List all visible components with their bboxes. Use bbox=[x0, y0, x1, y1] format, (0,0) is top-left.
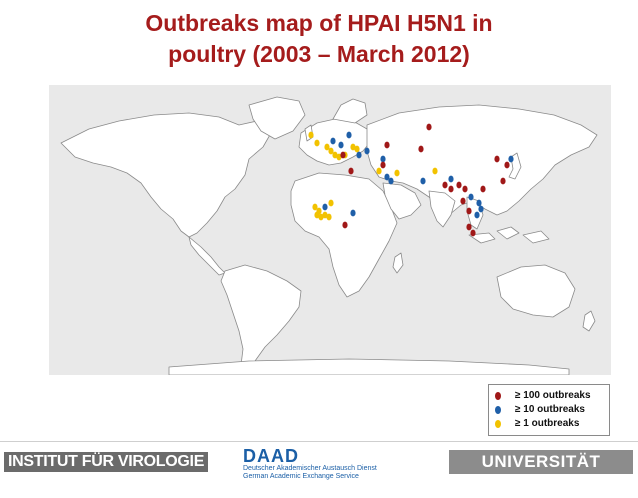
indonesia-landmass-1 bbox=[468, 232, 496, 244]
outbreak-marker-red bbox=[470, 229, 476, 237]
scandinavia-landmass bbox=[332, 98, 368, 124]
outbreak-marker-red bbox=[494, 155, 500, 163]
legend-blue-dot bbox=[495, 406, 501, 414]
indonesia-landmass-2 bbox=[496, 226, 520, 240]
outbreak-marker-blue bbox=[476, 199, 482, 207]
central-america-landmass bbox=[188, 236, 226, 276]
outbreak-marker-blue bbox=[356, 151, 362, 159]
outbreak-marker-yellow bbox=[314, 211, 320, 219]
outbreak-marker-red bbox=[448, 185, 454, 193]
australia-landmass bbox=[496, 264, 576, 318]
outbreak-marker-blue bbox=[350, 209, 356, 217]
university-logo: UNIVERSITÄT LEIPZIG bbox=[449, 450, 633, 495]
outbreak-marker-blue bbox=[338, 141, 344, 149]
new-zealand-landmass bbox=[582, 310, 596, 332]
institute-label: INSTITUT FÜR VIROLOGIE bbox=[4, 452, 209, 472]
map-title-line-1: Outbreaks map of HPAI H5N1 in bbox=[145, 10, 493, 36]
outbreak-marker-blue bbox=[388, 177, 394, 185]
arabian-peninsula-landmass bbox=[382, 182, 422, 220]
outbreak-marker-red bbox=[480, 185, 486, 193]
outbreak-marker-red bbox=[466, 207, 472, 215]
daad-logo: DAAD Deutscher Akademischer Austausch Di… bbox=[243, 447, 377, 481]
legend-label-100: ≥ 100 outbreaks bbox=[515, 390, 591, 401]
outbreak-marker-yellow bbox=[376, 167, 382, 175]
footer-bar: INSTITUT FÜR VIROLOGIE DAAD Deutscher Ak… bbox=[0, 441, 638, 495]
outbreak-marker-red bbox=[466, 223, 472, 231]
outbreak-marker-red bbox=[462, 185, 468, 193]
indian-subcontinent-landmass bbox=[428, 190, 456, 228]
outbreak-marker-red bbox=[384, 141, 390, 149]
outbreak-marker-yellow bbox=[318, 213, 324, 221]
outbreak-marker-blue bbox=[474, 211, 480, 219]
world-map bbox=[49, 85, 611, 375]
outbreak-marker-blue bbox=[380, 155, 386, 163]
outbreak-marker-yellow bbox=[354, 145, 360, 153]
map-title-line-2: poultry (2003 – March 2012) bbox=[168, 41, 470, 67]
legend-yellow-dot bbox=[495, 420, 501, 428]
outbreak-marker-blue bbox=[420, 177, 426, 185]
outbreak-marker-red bbox=[380, 161, 386, 169]
outbreak-marker-yellow bbox=[314, 139, 320, 147]
outbreak-marker-yellow bbox=[350, 143, 356, 151]
outbreak-marker-red bbox=[456, 181, 462, 189]
outbreak-marker-red bbox=[348, 167, 354, 175]
outbreak-marker-yellow bbox=[336, 153, 342, 161]
outbreak-markers bbox=[308, 123, 514, 237]
outbreak-marker-red bbox=[342, 221, 348, 229]
legend-label-1: ≥ 1 outbreaks bbox=[515, 418, 580, 429]
daad-wordmark: DAAD bbox=[243, 446, 299, 466]
outbreak-marker-red bbox=[504, 161, 510, 169]
legend-label-10: ≥ 10 outbreaks bbox=[515, 404, 585, 415]
legend-red-dot bbox=[495, 392, 501, 400]
outbreak-marker-yellow bbox=[326, 213, 332, 221]
outbreak-marker-yellow bbox=[328, 147, 334, 155]
outbreak-marker-blue bbox=[478, 205, 484, 213]
outbreak-marker-red bbox=[426, 123, 432, 131]
north-america-landmass bbox=[60, 112, 272, 238]
daad-subtitle-de: Deutscher Akademischer Austausch Dienst bbox=[243, 465, 377, 472]
world-map-svg bbox=[60, 96, 598, 375]
outbreak-marker-red bbox=[500, 177, 506, 185]
daad-subtitle-en: German Academic Exchange Service bbox=[243, 473, 359, 480]
africa-landmass bbox=[290, 172, 398, 298]
indonesia-landmass-3 bbox=[522, 230, 550, 244]
outbreak-marker-blue bbox=[448, 175, 454, 183]
outbreak-marker-yellow bbox=[308, 131, 314, 139]
outbreak-marker-blue bbox=[330, 137, 336, 145]
outbreak-marker-red bbox=[442, 181, 448, 189]
outbreak-marker-blue bbox=[468, 193, 474, 201]
outbreak-marker-yellow bbox=[324, 143, 330, 151]
outbreak-marker-blue bbox=[346, 131, 352, 139]
outbreak-marker-yellow bbox=[332, 151, 338, 159]
outbreak-marker-red bbox=[460, 197, 466, 205]
outbreak-marker-blue bbox=[364, 147, 370, 155]
outbreak-marker-yellow bbox=[322, 211, 328, 219]
outbreak-marker-yellow bbox=[312, 203, 318, 211]
greenland-landmass bbox=[248, 96, 306, 140]
outbreak-marker-yellow bbox=[394, 169, 400, 177]
outbreak-marker-yellow bbox=[328, 199, 334, 207]
outbreak-marker-red bbox=[340, 151, 346, 159]
antarctica-landmass bbox=[168, 358, 570, 375]
map-title: Outbreaks map of HPAI H5N1 in poultry (2… bbox=[40, 8, 598, 70]
outbreak-marker-blue bbox=[508, 155, 514, 163]
outbreak-marker-yellow bbox=[432, 167, 438, 175]
outbreak-marker-red bbox=[418, 145, 424, 153]
outbreak-marker-blue bbox=[322, 203, 328, 211]
outbreak-marker-blue bbox=[384, 173, 390, 181]
madagascar-landmass bbox=[392, 252, 404, 274]
south-america-landmass bbox=[220, 264, 302, 372]
map-legend: ≥ 100 outbreaks ≥ 10 outbreaks ≥ 1 outbr… bbox=[488, 384, 610, 436]
